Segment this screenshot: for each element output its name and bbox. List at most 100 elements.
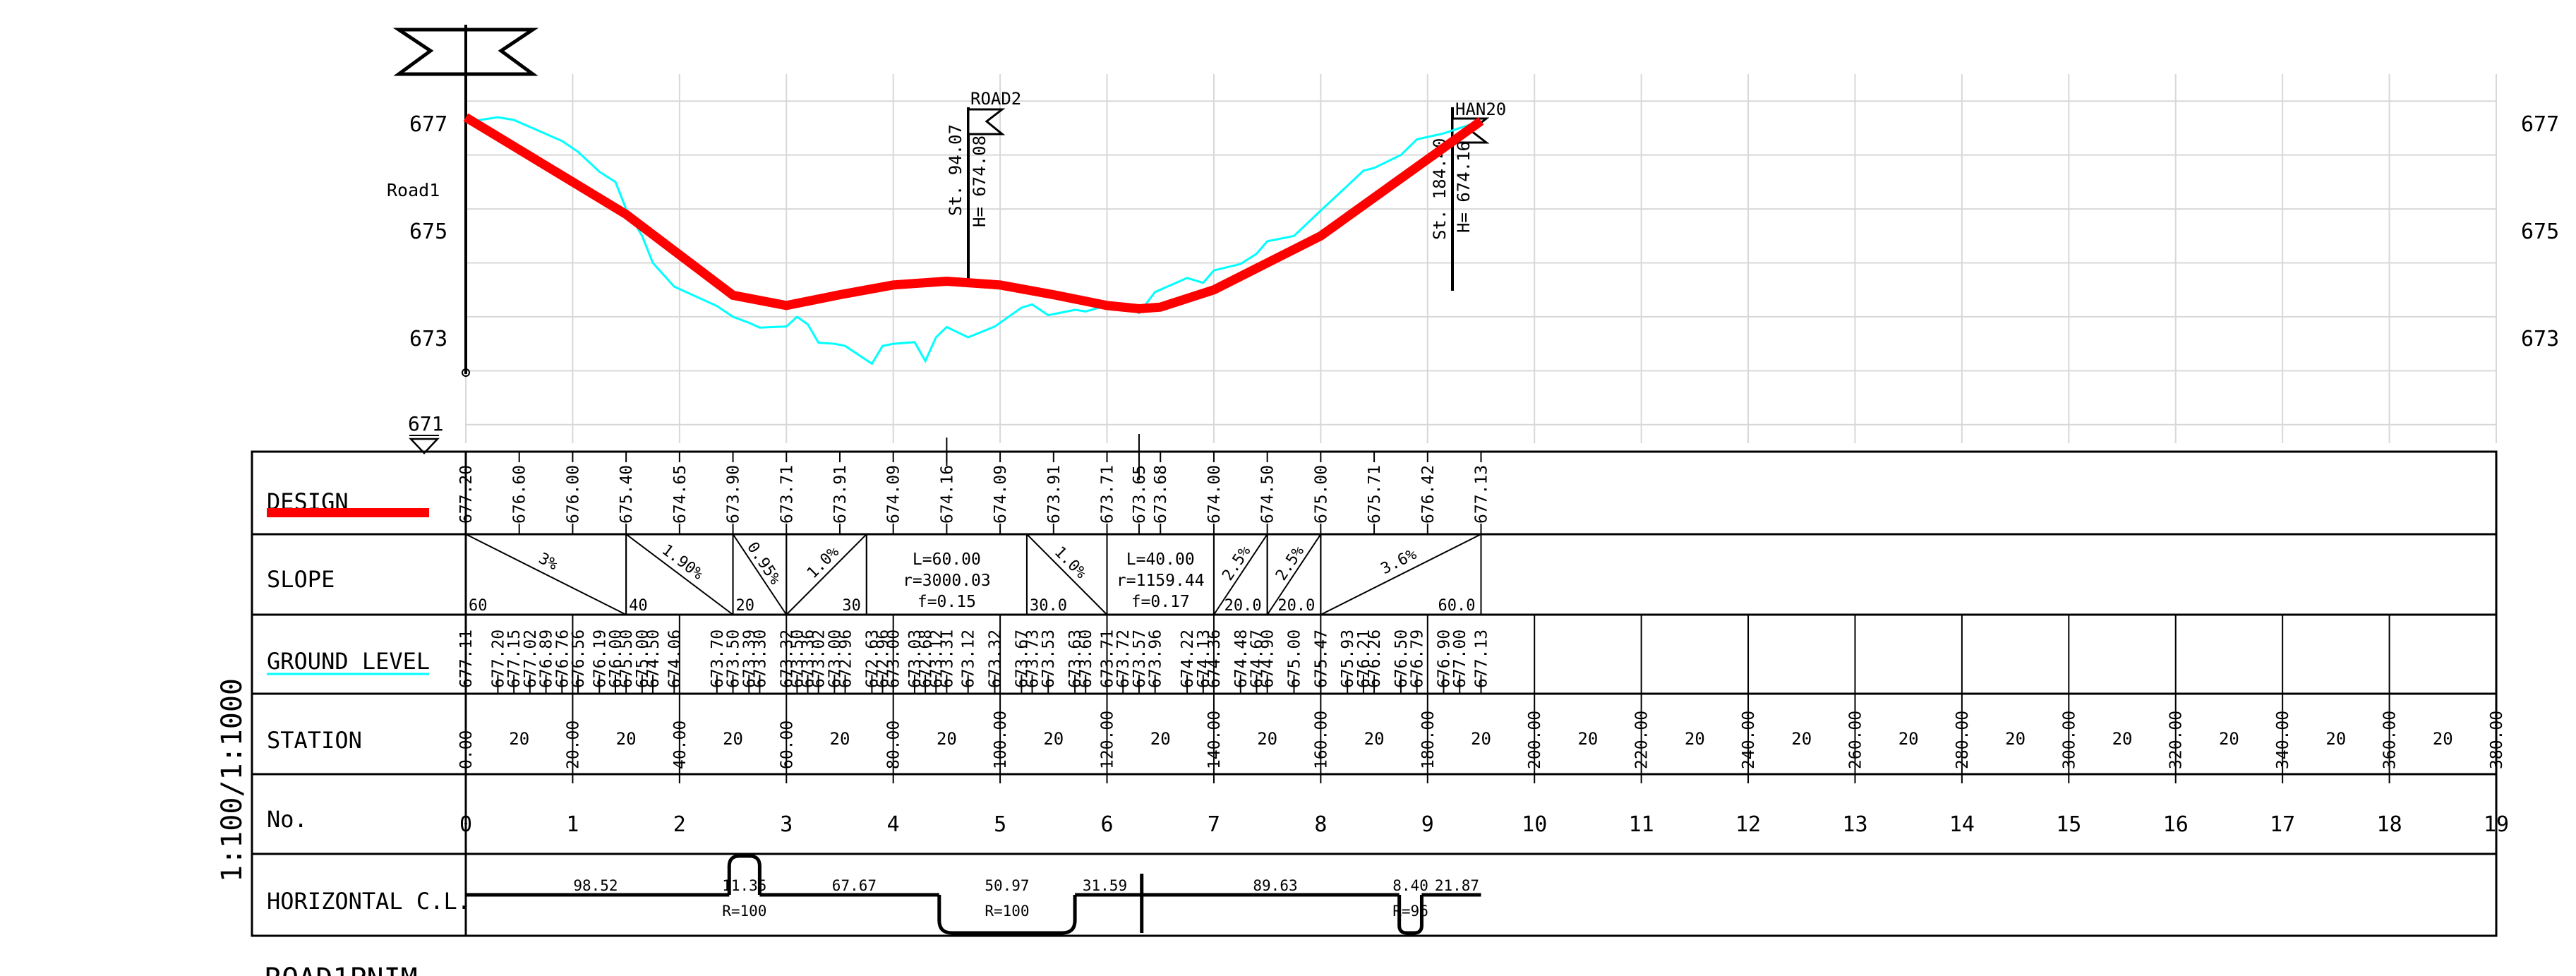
ground-value: 673.02	[810, 629, 829, 688]
station-number: 2	[673, 812, 686, 837]
slope-length: 30.0	[1030, 597, 1067, 615]
design-value: 674.09	[885, 465, 903, 524]
slope-percent: 3.6%	[1378, 546, 1420, 578]
station-ticks	[465, 434, 2497, 783]
tangent-length: 31.59	[1083, 877, 1127, 894]
station-number: 13	[1842, 812, 1867, 837]
ground-value: 677.13	[1473, 629, 1491, 688]
curve-length: 8.40	[1392, 877, 1428, 894]
ground-value: 673.73	[1024, 629, 1042, 688]
ground-value: 673.30	[751, 629, 769, 688]
curve-radius: R=100	[722, 903, 766, 920]
slope-percent: 2.5%	[1219, 543, 1254, 584]
marker-road2-height: H= 674.08	[970, 135, 989, 227]
station-value: 220.00	[1633, 711, 1651, 769]
profile-grid	[465, 74, 2497, 443]
ground-value: 677.00	[1451, 629, 1469, 688]
slope-length: 30	[842, 597, 861, 615]
ground-value: 674.06	[666, 629, 684, 688]
ground-value: 672.96	[837, 629, 855, 688]
station-interval: 20	[2433, 729, 2453, 749]
station-interval: 20	[1364, 729, 1385, 749]
station-interval: 20	[830, 729, 850, 749]
station-number: 3	[780, 812, 793, 837]
station-value: 60.00	[778, 721, 796, 769]
slope-diagonal	[1266, 534, 1322, 615]
horizontal-alignment-row: 11.35 R=100 50.97 R=100 8.40 R=96 98.52 67.67 31…	[466, 854, 1481, 935]
design-value: 673.91	[831, 465, 850, 524]
design-value: 674.50	[1259, 465, 1277, 524]
station-interval: 20	[1150, 729, 1171, 749]
ground-value: 676.50	[1392, 629, 1411, 688]
road-start-label: Road1	[387, 180, 440, 200]
slope-diagonal	[1320, 534, 1481, 615]
start-flag-icon	[392, 25, 539, 377]
horizontal-curve	[937, 895, 1077, 935]
ground-value: 673.71	[1099, 629, 1117, 688]
ground-value: 673.50	[788, 629, 807, 688]
vertical-curve-text: L=40.00	[1126, 550, 1195, 569]
station-interval: 20	[509, 729, 529, 749]
station-interval: 20	[2219, 729, 2239, 749]
station-interval: 20	[2112, 729, 2133, 749]
ground-value: 674.67	[1248, 629, 1267, 688]
ground-value: 675.50	[618, 629, 636, 688]
slope-diagonal	[1213, 534, 1268, 615]
elevation-labels-right: 677 675 673	[2521, 112, 2559, 351]
ground-value: 674.13	[1195, 629, 1213, 688]
station-interval: 20	[1257, 729, 1277, 749]
datum-triangle-icon	[409, 438, 440, 454]
station-value: 260.00	[1846, 711, 1865, 769]
ground-values: 677.11 677.20677.15677.02676.89676.76676.…	[457, 629, 1491, 688]
station-number: 9	[1421, 812, 1434, 837]
slope-length: 20.0	[1224, 597, 1262, 615]
ground-value: 674.48	[1232, 629, 1251, 688]
datum-label: 671	[408, 412, 444, 435]
slope-percent: 1.0%	[804, 543, 843, 582]
ground-value: 673.32	[778, 629, 796, 688]
slope-length: 60.0	[1438, 597, 1476, 615]
tangent-length: 21.87	[1435, 877, 1479, 894]
ground-value: 673.57	[1131, 629, 1149, 688]
tangent-length: 67.67	[832, 877, 877, 894]
marker-road2-station: St. 94.07	[946, 124, 965, 216]
design-value: 675.00	[1312, 465, 1330, 524]
ground-value: 676.26	[1366, 629, 1384, 688]
row-label-slope: SLOPE	[267, 566, 335, 593]
ground-value: 675.00	[634, 629, 652, 688]
ground-value: 673.12	[960, 629, 978, 688]
marker-han20-name: HAN20	[1455, 100, 1506, 119]
design-values: 677.20 676.60 676.00 675.40 674.65 673.90 673.…	[457, 465, 1491, 524]
station-value: 360.00	[2381, 711, 2400, 769]
ground-value: 672.96	[874, 629, 893, 688]
row-label-number: No.	[267, 806, 308, 833]
vertical-curve-text: f=0.15	[917, 593, 976, 611]
marker-road2: ROAD2 St. 94.07 H= 674.08	[946, 89, 1021, 285]
vertical-curve-text: f=0.17	[1131, 593, 1190, 611]
ground-value: 673.60	[1077, 629, 1095, 688]
ground-value: 673.36	[800, 629, 818, 688]
ground-value: 673.03	[906, 629, 925, 688]
ground-value: 675.93	[1339, 629, 1357, 688]
ground-value: 676.89	[538, 629, 556, 688]
slope-diagonal	[625, 534, 734, 615]
design-value: 674.00	[1205, 465, 1224, 524]
row-label-station: STATION	[267, 727, 362, 754]
row-label-horizontal: HORIZONTAL C.L.	[267, 888, 471, 915]
slope-length: 20.0	[1277, 597, 1315, 615]
station-numbers: 0 1 2 3 4 5 6 7 8 9 10 11 12 13 14 15 16 17 18 19	[459, 812, 2509, 837]
design-value: 673.68	[1152, 465, 1170, 524]
ground-value: 674.22	[1179, 629, 1197, 688]
ground-value: 674.50	[644, 629, 663, 688]
ground-value: 677.20	[489, 629, 507, 688]
ground-value: 672.68	[917, 629, 935, 688]
elevation-label-675-left: 675	[409, 219, 447, 244]
ground-value: 675.00	[1286, 629, 1304, 688]
slope-percent: 1.0%	[1051, 543, 1090, 582]
ground-value: 673.67	[1013, 629, 1031, 688]
slope-length: 60	[469, 597, 488, 615]
station-number: 8	[1314, 812, 1327, 837]
ground-value: 673.96	[1147, 629, 1165, 688]
design-value: 673.71	[778, 465, 796, 524]
station-value: 340.00	[2274, 711, 2292, 769]
